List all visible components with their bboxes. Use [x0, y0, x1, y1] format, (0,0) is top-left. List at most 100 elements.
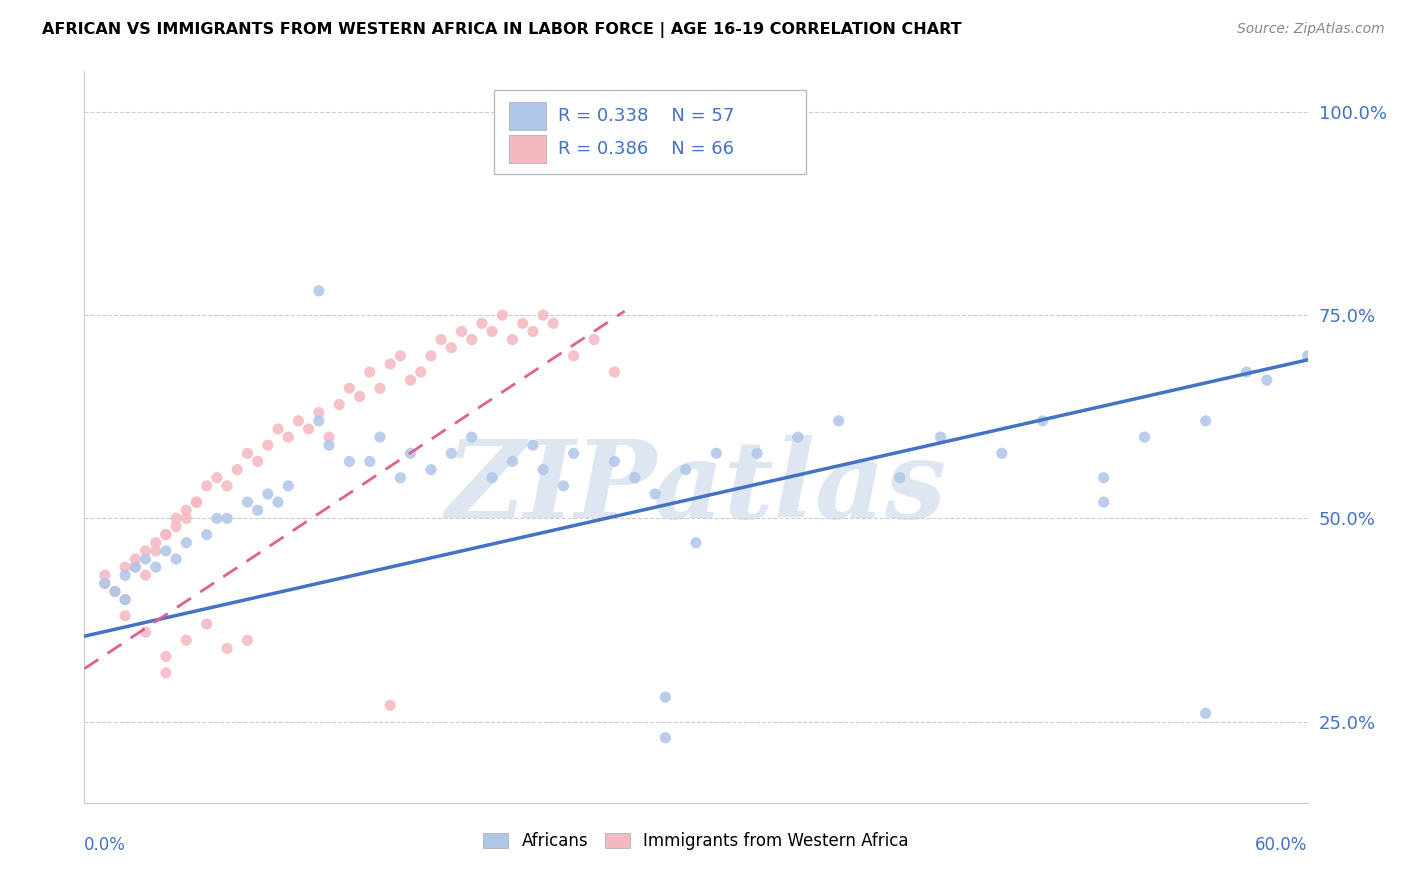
Point — [654, 690, 676, 705]
FancyBboxPatch shape — [494, 90, 806, 174]
Point — [491, 308, 513, 322]
Point — [644, 487, 666, 501]
Point — [399, 373, 422, 387]
Point — [267, 422, 290, 436]
Point — [1133, 430, 1156, 444]
Point — [359, 365, 381, 379]
Point — [522, 325, 544, 339]
Point — [226, 462, 249, 476]
Point — [174, 503, 197, 517]
Point — [145, 535, 167, 549]
Point — [155, 544, 177, 558]
Point — [747, 446, 769, 460]
Point — [246, 503, 269, 517]
Point — [114, 608, 136, 623]
Point — [135, 625, 157, 640]
Point — [145, 544, 167, 558]
Point — [205, 471, 228, 485]
Point — [1092, 495, 1115, 509]
Point — [195, 617, 218, 632]
Point — [389, 349, 412, 363]
Point — [114, 568, 136, 582]
Point — [531, 462, 554, 476]
Point — [339, 381, 361, 395]
Text: AFRICAN VS IMMIGRANTS FROM WESTERN AFRICA IN LABOR FORCE | AGE 16-19 CORRELATION: AFRICAN VS IMMIGRANTS FROM WESTERN AFRIC… — [42, 22, 962, 38]
Point — [512, 316, 534, 330]
Point — [450, 325, 472, 339]
Point — [298, 422, 321, 436]
Point — [287, 414, 309, 428]
Point — [1195, 706, 1218, 721]
Point — [267, 495, 290, 509]
Point — [368, 381, 391, 395]
Point — [135, 552, 157, 566]
Point — [257, 438, 280, 452]
Point — [624, 471, 647, 485]
Point — [481, 325, 503, 339]
Point — [359, 454, 381, 468]
Point — [186, 495, 208, 509]
Point — [155, 527, 177, 541]
FancyBboxPatch shape — [509, 135, 546, 163]
Point — [165, 552, 187, 566]
Point — [217, 641, 239, 656]
Point — [155, 649, 177, 664]
Point — [114, 560, 136, 574]
Point — [135, 544, 157, 558]
Text: 0.0%: 0.0% — [84, 836, 127, 854]
Point — [186, 495, 208, 509]
Point — [93, 576, 115, 591]
Point — [1296, 349, 1319, 363]
Point — [328, 398, 350, 412]
Text: Source: ZipAtlas.com: Source: ZipAtlas.com — [1237, 22, 1385, 37]
Point — [155, 527, 177, 541]
Point — [1256, 373, 1278, 387]
Point — [145, 560, 167, 574]
Point — [236, 446, 259, 460]
Point — [502, 333, 524, 347]
Point — [174, 535, 197, 549]
Point — [1236, 365, 1258, 379]
Point — [929, 430, 952, 444]
Point — [654, 731, 676, 745]
Point — [543, 316, 565, 330]
Point — [562, 446, 585, 460]
Point — [318, 430, 340, 444]
Point — [104, 584, 127, 599]
Point — [155, 665, 177, 680]
Point — [531, 308, 554, 322]
Point — [236, 495, 259, 509]
Point — [399, 446, 422, 460]
Point — [165, 511, 187, 525]
Legend: Africans, Immigrants from Western Africa: Africans, Immigrants from Western Africa — [477, 825, 915, 856]
Point — [380, 698, 402, 713]
Point — [522, 438, 544, 452]
Point — [217, 479, 239, 493]
Point — [174, 633, 197, 648]
Point — [104, 584, 127, 599]
Point — [502, 454, 524, 468]
Text: ZIPatlas: ZIPatlas — [446, 435, 946, 541]
Point — [553, 479, 575, 493]
Point — [481, 471, 503, 485]
Point — [409, 365, 432, 379]
FancyBboxPatch shape — [509, 102, 546, 130]
Text: 60.0%: 60.0% — [1256, 836, 1308, 854]
Point — [174, 511, 197, 525]
Point — [217, 511, 239, 525]
Point — [124, 560, 146, 574]
Point — [706, 446, 728, 460]
Point — [828, 414, 851, 428]
Point — [583, 333, 606, 347]
Point — [675, 462, 697, 476]
Point — [685, 535, 707, 549]
Point — [471, 316, 494, 330]
Point — [195, 479, 218, 493]
Point — [236, 633, 259, 648]
Point — [368, 430, 391, 444]
Point — [440, 341, 463, 355]
Point — [1032, 414, 1054, 428]
Point — [1195, 414, 1218, 428]
Point — [124, 560, 146, 574]
Point — [420, 462, 443, 476]
